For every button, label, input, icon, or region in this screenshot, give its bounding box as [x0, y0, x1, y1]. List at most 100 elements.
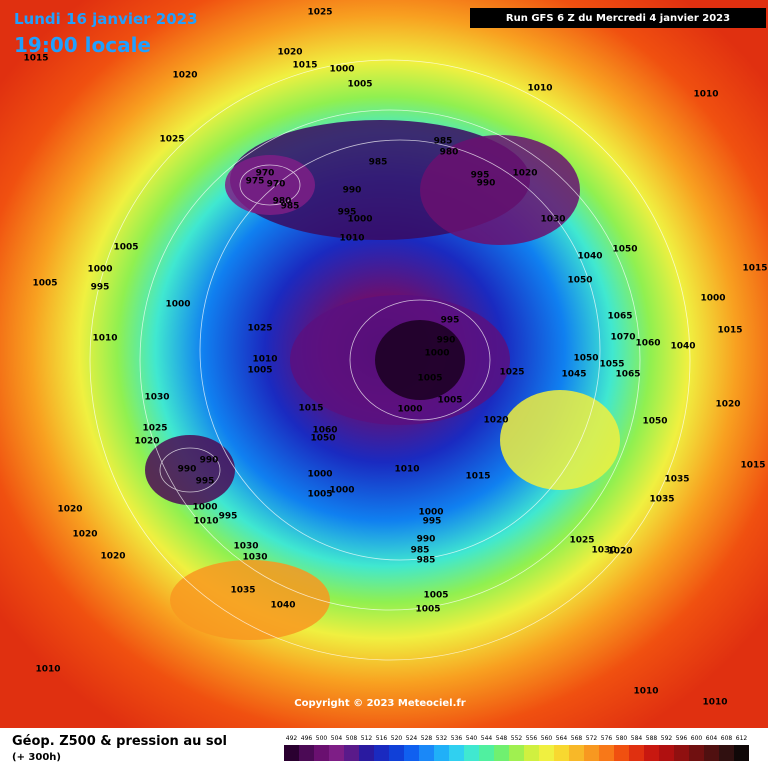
- color-scale: 492 496 500 504 508 512 516 520 524 528 532 536 540 5…: [284, 735, 749, 761]
- scale-label: 560: [541, 735, 553, 742]
- pressure-label: 1020: [607, 547, 632, 557]
- pressure-label: 995: [219, 512, 238, 522]
- scale-label: 572: [586, 735, 598, 742]
- scale-cell: [449, 745, 464, 761]
- pressure-label: 1010: [339, 234, 364, 244]
- scale-label: 504: [331, 735, 343, 742]
- copyright: Copyright © 2023 Meteociel.fr: [294, 698, 465, 709]
- pressure-label: 985: [369, 158, 388, 168]
- pressure-label: 1000: [165, 300, 190, 310]
- pressure-label: 1025: [159, 135, 184, 145]
- scale-cell: [599, 745, 614, 761]
- pressure-label: 1010: [35, 665, 60, 675]
- scale-label: 580: [616, 735, 628, 742]
- local-time: 19:00 locale: [14, 33, 151, 57]
- pressure-label: 1015: [465, 472, 490, 482]
- scale-cell: [629, 745, 644, 761]
- pressure-label: 1025: [247, 324, 272, 334]
- pressure-label: 1000: [700, 294, 725, 304]
- pressure-label: 1010: [92, 334, 117, 344]
- scale-cell: [299, 745, 314, 761]
- scale-label: 592: [661, 735, 673, 742]
- scale-cell: [509, 745, 524, 761]
- pressure-label: 1000: [192, 503, 217, 513]
- pressure-label: 1005: [247, 366, 272, 376]
- scale-cell: [464, 745, 479, 761]
- scale-label: 536: [451, 735, 463, 742]
- scale-label: 512: [361, 735, 373, 742]
- pressure-label: 1070: [610, 333, 635, 343]
- scale-cell: [569, 745, 584, 761]
- scale-cell: [584, 745, 599, 761]
- pressure-label: 975: [246, 177, 265, 187]
- pressure-label: 1015: [23, 54, 48, 64]
- scale-label: 584: [631, 735, 643, 742]
- scale-cell: [329, 745, 344, 761]
- pressure-label: 1040: [670, 342, 695, 352]
- scale-cell: [344, 745, 359, 761]
- pressure-label: 1020: [715, 400, 740, 410]
- scale-cell: [689, 745, 704, 761]
- pressure-label: 1040: [577, 252, 602, 262]
- height-fields: [145, 120, 620, 640]
- scale-label: 500: [316, 735, 328, 742]
- pressure-label: 1020: [277, 48, 302, 58]
- pressure-label: 1020: [72, 530, 97, 540]
- run-banner: [470, 8, 766, 28]
- pressure-label: 1020: [134, 437, 159, 447]
- pressure-label: 1000: [397, 405, 422, 415]
- pressure-label: 980: [440, 148, 459, 158]
- pressure-label: 1010: [252, 355, 277, 365]
- scale-label: 556: [526, 735, 538, 742]
- pressure-label: 1005: [437, 396, 462, 406]
- scale-cell: [434, 745, 449, 761]
- pressure-label: 1015: [742, 264, 767, 274]
- pressure-label: 1030: [242, 553, 267, 563]
- pressure-label: 1000: [307, 470, 332, 480]
- pressure-label: 1005: [347, 80, 372, 90]
- scale-label: 600: [691, 735, 703, 742]
- pressure-label: 1010: [527, 84, 552, 94]
- pressure-label: 1005: [113, 243, 138, 253]
- scale-label: 496: [301, 735, 313, 742]
- pressure-label: 995: [441, 316, 460, 326]
- pressure-label: 995: [423, 517, 442, 527]
- pressure-label: 1010: [394, 465, 419, 475]
- pressure-label: 1050: [642, 417, 667, 427]
- scale-cell: [539, 745, 554, 761]
- date: Lundi 16 janvier 2023: [14, 10, 198, 28]
- scale-label: 588: [646, 735, 658, 742]
- scale-label: 596: [676, 735, 688, 742]
- pressure-label: 1065: [615, 370, 640, 380]
- scale-label: 576: [601, 735, 613, 742]
- scale-label: 516: [376, 735, 388, 742]
- pressure-label: 1010: [193, 517, 218, 527]
- pressure-label: 985: [417, 556, 436, 566]
- scale-cell: [389, 745, 404, 761]
- scale-cell: [734, 745, 749, 761]
- pressure-label: 985: [411, 546, 430, 556]
- pressure-label: 1020: [100, 552, 125, 562]
- scale-cell: [674, 745, 689, 761]
- scale-label: 532: [436, 735, 448, 742]
- scale-label: 564: [556, 735, 568, 742]
- scale-cell: [494, 745, 509, 761]
- scale-cell: [284, 745, 299, 761]
- pressure-label: 1000: [424, 349, 449, 359]
- pressure-label: 970: [256, 169, 275, 179]
- scale-cell: [419, 745, 434, 761]
- pressure-label: 1050: [612, 245, 637, 255]
- pressure-label: 990: [343, 186, 362, 196]
- scale-label: 604: [706, 735, 718, 742]
- legend-subtitle: (+ 300h): [12, 752, 61, 763]
- pressure-label: 1025: [499, 368, 524, 378]
- pressure-label: 995: [91, 283, 110, 293]
- scale-cell: [554, 745, 569, 761]
- pressure-label: 1000: [329, 65, 354, 75]
- pressure-label: 1020: [172, 71, 197, 81]
- pressure-label: 970: [267, 180, 286, 190]
- scale-cell: [614, 745, 629, 761]
- pressure-label: 1030: [233, 542, 258, 552]
